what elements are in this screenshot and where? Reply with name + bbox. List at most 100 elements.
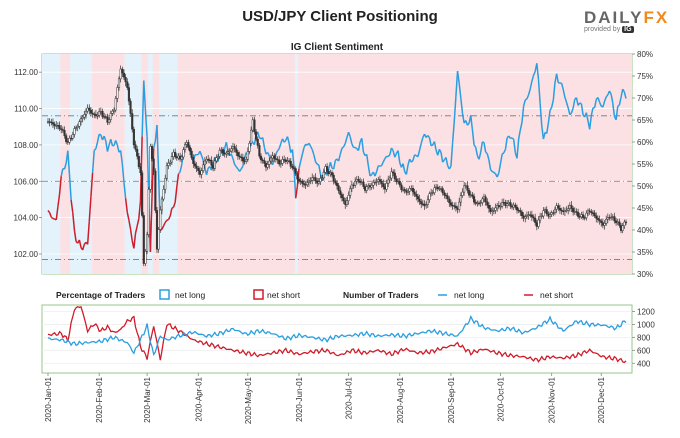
- price-candle: [352, 184, 355, 186]
- price-candle: [236, 152, 239, 157]
- price-candle: [238, 155, 241, 158]
- price-candle: [119, 68, 122, 80]
- sentiment-segment: [298, 161, 302, 169]
- pct-tick-label: 45%: [637, 204, 653, 213]
- price-candle: [402, 189, 405, 191]
- month-tick-label: 2020-Dec-01: [597, 376, 606, 423]
- sentiment-segment: [291, 149, 295, 169]
- sentiment-segment: [473, 144, 477, 148]
- price-candle: [547, 213, 550, 217]
- sentiment-segment: [93, 148, 97, 151]
- ig-logo: IG: [622, 26, 634, 33]
- sentiment-segment: [50, 216, 54, 220]
- price-candle: [451, 204, 454, 207]
- price-candle: [380, 181, 383, 184]
- sentiment-segment: [257, 131, 261, 138]
- price-candle: [443, 192, 446, 196]
- price-candle: [218, 150, 221, 157]
- price-candle: [572, 208, 575, 213]
- sentiment-segment: [177, 171, 181, 175]
- sentiment-segment: [233, 164, 237, 168]
- price-candle: [548, 214, 552, 217]
- price-candle: [593, 212, 596, 216]
- price-candle: [502, 202, 505, 204]
- sentiment-segment: [508, 135, 512, 139]
- price-candle: [466, 185, 469, 191]
- price-candle: [392, 171, 395, 174]
- sentiment-segment: [412, 154, 416, 161]
- price-tick-label: 104.00: [14, 214, 39, 223]
- price-candle: [489, 208, 492, 212]
- price-candle: [94, 114, 97, 116]
- sentiment-segment: [567, 107, 571, 115]
- price-candle: [104, 116, 107, 118]
- price-candle: [623, 221, 626, 227]
- sentiment-segment: [119, 150, 124, 164]
- sentiment-segment: [286, 136, 290, 144]
- pct-tick-label: 60%: [637, 138, 653, 147]
- sentiment-segment: [590, 107, 594, 116]
- sentiment-segment: [542, 132, 546, 140]
- sentiment-segment: [585, 112, 589, 122]
- legend-num-label: Number of Traders: [343, 290, 419, 300]
- price-candle: [532, 216, 535, 219]
- price-candle: [499, 205, 502, 208]
- price-candle: [137, 155, 140, 168]
- price-candle: [210, 159, 213, 166]
- price-candle: [596, 218, 599, 220]
- price-candle: [207, 159, 210, 161]
- price-candle: [542, 210, 545, 217]
- sentiment-segment: [537, 79, 541, 104]
- sentiment-segment: [605, 94, 609, 98]
- price-candle: [101, 111, 104, 117]
- sentiment-segment: [134, 225, 138, 234]
- price-candle: [610, 216, 613, 219]
- sentiment-segment: [501, 152, 505, 155]
- price-candle: [88, 107, 91, 111]
- count-tick-label: 1000: [637, 320, 655, 329]
- price-candle: [75, 127, 78, 129]
- price-candle: [299, 180, 302, 182]
- price-candle: [273, 155, 276, 159]
- sentiment-segment: [96, 134, 100, 143]
- sentiment-segment: [623, 91, 627, 99]
- sentiment-segment: [305, 143, 308, 146]
- price-candle: [342, 197, 345, 202]
- price-candle: [603, 223, 606, 226]
- price-candle: [444, 194, 448, 197]
- price-candle: [121, 68, 124, 74]
- price-candle: [124, 76, 127, 83]
- price-candle: [58, 125, 61, 130]
- price-candle: [497, 205, 500, 207]
- price-candle: [330, 172, 334, 176]
- sentiment-segment: [479, 141, 484, 153]
- month-tick-label: 2020-Jul-01: [345, 376, 354, 419]
- price-candle: [515, 206, 519, 211]
- sentiment-segment: [152, 140, 157, 149]
- price-candle: [545, 209, 548, 215]
- price-candle: [605, 219, 608, 224]
- sentiment-segment: [579, 102, 582, 105]
- price-candle: [174, 151, 177, 158]
- price-candle: [302, 183, 306, 185]
- sentiment-segment: [389, 147, 393, 155]
- price-candle: [205, 159, 208, 162]
- sentiment-segment: [405, 164, 409, 175]
- sentiment-segment: [88, 196, 92, 222]
- sentiment-segment: [55, 206, 59, 220]
- price-candle: [179, 155, 182, 160]
- price-candle: [73, 128, 76, 135]
- sentiment-segment: [531, 75, 535, 82]
- price-candle: [93, 113, 96, 116]
- sentiment-segment: [136, 218, 140, 227]
- price-candle: [248, 143, 251, 152]
- price-candle: [367, 185, 370, 187]
- sentiment-segment: [603, 96, 607, 102]
- price-candle: [198, 170, 201, 175]
- price-candle: [390, 171, 393, 179]
- sentiment-segment: [128, 219, 132, 230]
- sentiment-segment: [316, 163, 320, 166]
- price-candle: [568, 205, 571, 209]
- price-candle: [319, 178, 322, 182]
- sentiment-segment: [73, 230, 77, 242]
